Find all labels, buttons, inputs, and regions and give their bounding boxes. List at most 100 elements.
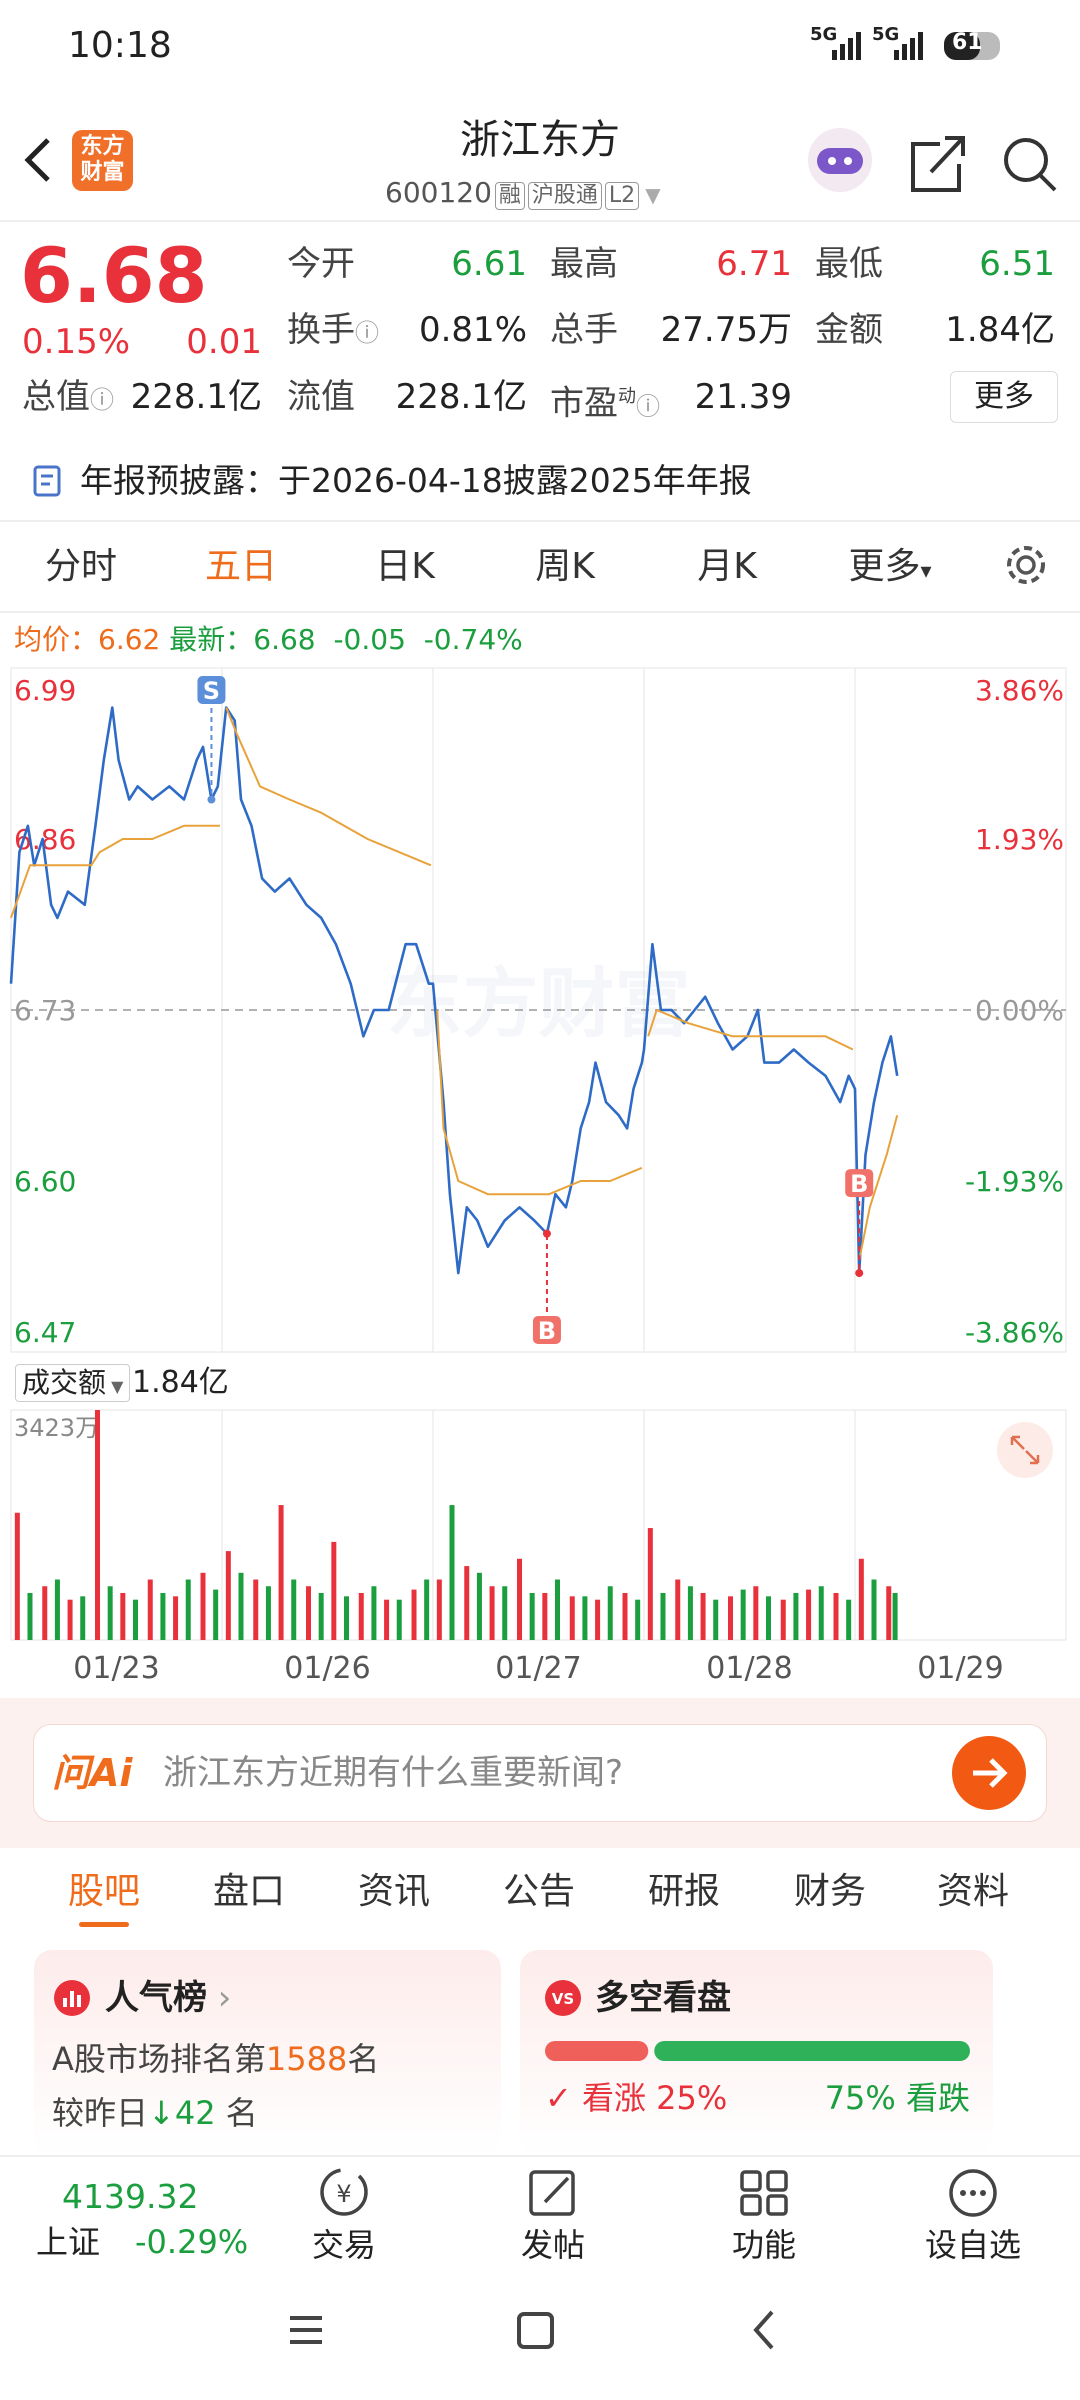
volume-bar [554, 1579, 560, 1640]
tab[interactable]: 日K [375, 546, 435, 587]
nav-menu[interactable] [290, 2316, 322, 2344]
price-line [10, 707, 899, 1261]
stat-label-text: 总值 [22, 377, 90, 417]
ai-send[interactable] [951, 1735, 1027, 1811]
ai-prompt: 浙江东方近期有什么重要新闻? [163, 1753, 624, 1793]
volume-bar [607, 1586, 613, 1640]
nav-home[interactable] [517, 2312, 554, 2349]
volume-bar [278, 1505, 284, 1640]
volume-bar [200, 1572, 206, 1640]
x-tick-label: 01/27 [495, 1651, 581, 1686]
section-tab[interactable]: 公告 [502, 1871, 576, 1912]
battery-level: 61 [952, 30, 983, 55]
marker-label: B [850, 1170, 868, 1198]
volume-bar [660, 1592, 666, 1640]
robot-icon[interactable] [808, 128, 872, 192]
change: 0.01 [186, 322, 262, 362]
bottom-item[interactable]: 交易 [311, 2226, 377, 2264]
expand-button[interactable] [997, 1422, 1053, 1478]
volume-bar [265, 1586, 271, 1640]
stock-name: 浙江东方 [460, 117, 620, 163]
marker-point [207, 795, 216, 804]
bottom-item[interactable]: 发帖 [520, 2226, 586, 2264]
stat-label: 总值ⓘ [22, 377, 114, 417]
rank-suffix: 名 [347, 2040, 380, 2078]
section-tab[interactable]: 资料 [936, 1871, 1010, 1912]
volume-bar [384, 1599, 390, 1640]
x-tick-label: 01/28 [706, 1651, 792, 1686]
volume-bar [728, 1596, 734, 1640]
volume-bar [238, 1572, 244, 1640]
bottom-item[interactable]: 功能 [731, 2226, 797, 2264]
section-tab[interactable]: 盘口 [212, 1871, 286, 1912]
nav-bar [290, 2310, 774, 2350]
tab[interactable]: 五日 [204, 546, 278, 587]
price-line [9, 706, 899, 1275]
share-icon[interactable] [911, 136, 965, 192]
change-suffix: 名 [225, 2094, 258, 2132]
bear-bar [654, 2041, 970, 2061]
bull-label: 看涨 [581, 2079, 646, 2117]
bull-value: 25% [656, 2079, 728, 2117]
avg-label: 均价： [14, 623, 99, 656]
section-tab[interactable]: 财务 [793, 1871, 867, 1912]
tab[interactable]: 更多▾ [848, 546, 932, 587]
volume-bar [95, 1410, 101, 1640]
divider [0, 520, 1080, 522]
volume-bar [185, 1579, 191, 1640]
tag: L2 [604, 182, 640, 210]
app-logo[interactable]: 东方 财富 [72, 130, 133, 191]
rank-change-line: 较昨日↓42 名 [52, 2094, 258, 2132]
more-button[interactable]: 更多 [950, 371, 1058, 423]
section-tab[interactable]: 研报 [647, 1871, 721, 1912]
volume-bar [517, 1558, 523, 1640]
stat-value: 228.1亿 [395, 377, 527, 417]
volume-bar [542, 1592, 548, 1640]
stat-value: 228.1亿 [130, 377, 262, 417]
nav-back[interactable] [753, 2310, 774, 2350]
section-tab[interactable]: 资讯 [357, 1871, 431, 1912]
y-tick-label: 6.60 [14, 1165, 76, 1198]
last-price: 6.68 [20, 231, 208, 320]
volume-bar [318, 1592, 324, 1640]
stock-code: 600120 [385, 176, 492, 209]
marker-point [542, 1229, 551, 1238]
stat-label: 今开 [287, 244, 355, 284]
chart-legend: 均价：6.62 最新：6.68 -0.05 -0.74% [14, 622, 523, 658]
x-tick-label: 01/26 [284, 1651, 370, 1686]
volume-bar [595, 1599, 601, 1640]
stock-code-row[interactable]: 600120 融沪股通 L2 ▼ [385, 176, 661, 210]
popularity-card[interactable] [34, 1950, 501, 2155]
y-tick-label: 6.73 [14, 994, 76, 1027]
marker-box [532, 1316, 561, 1344]
bottom-icons: ¥ [320, 2168, 997, 2217]
marker-box [197, 676, 226, 704]
volume-bar [306, 1586, 312, 1640]
notice-label: 年报预披露： [80, 461, 278, 500]
volume-bar [27, 1592, 33, 1640]
volume-bar [476, 1572, 482, 1640]
tab[interactable]: 分时 [44, 546, 118, 587]
volume-bar [120, 1592, 126, 1640]
ai-box[interactable] [33, 1724, 1047, 1822]
volume-bar [740, 1589, 746, 1640]
volume-bar [396, 1599, 402, 1640]
back-button[interactable] [18, 135, 58, 185]
change-pct: 0.15% [22, 322, 131, 362]
volume-bar [225, 1551, 231, 1640]
notice[interactable]: 年报预披露：于2026-04-18披露2025年年报 [80, 460, 752, 502]
volume-bar [622, 1592, 628, 1640]
status-time: 10:18 [68, 25, 172, 66]
section-tab[interactable]: 股吧 [67, 1871, 141, 1912]
bottom-item[interactable]: 设自选 [924, 2226, 1022, 2264]
index-value[interactable]: 4139.32 [62, 2177, 199, 2216]
volume-selector[interactable]: 成交额 ▼ [15, 1364, 131, 1402]
volume-bar [871, 1579, 877, 1640]
tab[interactable]: 月K [697, 546, 757, 587]
settings-icon[interactable] [1002, 541, 1050, 589]
volume-bar [635, 1599, 641, 1640]
tab[interactable]: 周K [535, 546, 595, 587]
volume-bar [371, 1586, 377, 1640]
volume-bar [569, 1596, 575, 1640]
search-icon[interactable] [1004, 138, 1057, 192]
